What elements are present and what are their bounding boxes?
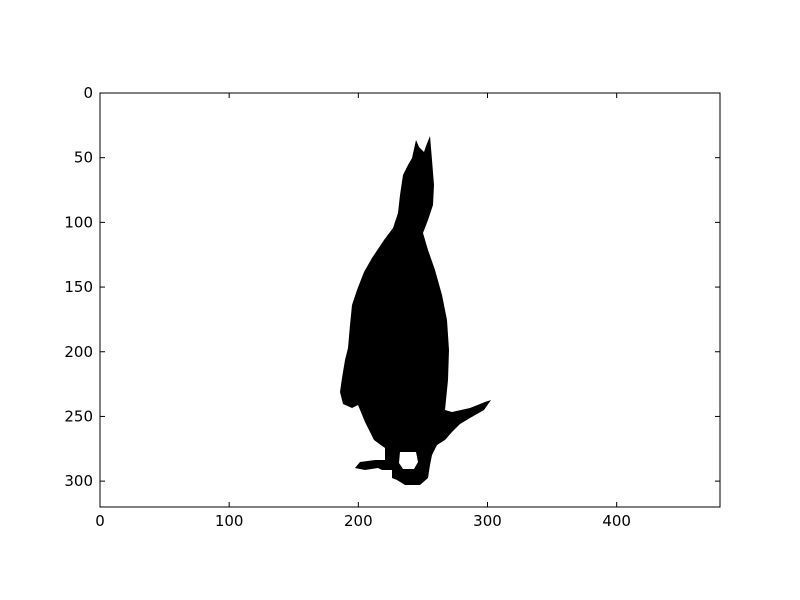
y-tick-label: 0: [83, 84, 93, 102]
x-tick-label: 300: [473, 512, 502, 530]
y-tick-label: 100: [64, 213, 93, 231]
y-axis-ticks: 0 50 100 150 200 250 300: [64, 84, 720, 490]
x-axis-ticks: 0 100 200 300 400: [95, 93, 631, 530]
x-tick-label: 0: [95, 512, 105, 530]
penguin-silhouette-mask: [340, 136, 491, 485]
axes-frame: [99, 92, 721, 508]
x-tick-label: 100: [215, 512, 244, 530]
y-tick-label: 250: [64, 407, 93, 425]
y-tick-label: 50: [74, 149, 93, 167]
leg-gap: [399, 452, 418, 469]
y-tick-label: 150: [64, 278, 93, 296]
y-tick-label: 200: [64, 343, 93, 361]
x-tick-label: 200: [344, 512, 373, 530]
y-tick-label: 300: [64, 472, 93, 490]
plot-area: 0 100 200 300 400 0 50 100 150 200 250 300: [64, 84, 721, 530]
x-tick-label: 400: [602, 512, 631, 530]
